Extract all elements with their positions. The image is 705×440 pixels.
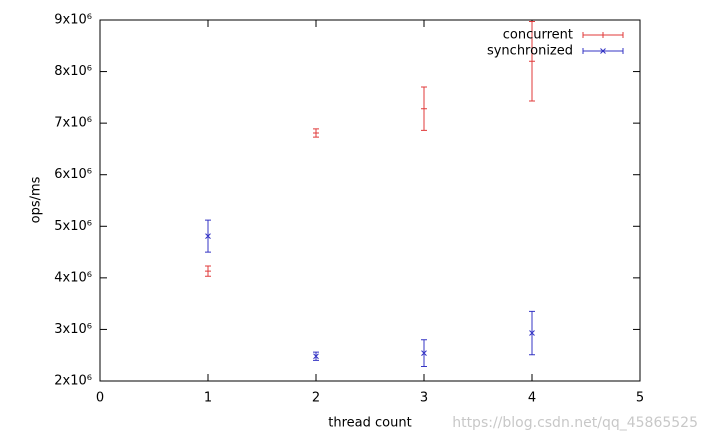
point-marker: [529, 58, 535, 65]
x-tick-label: 4: [528, 391, 536, 406]
y-axis-label: ops/ms: [29, 176, 44, 223]
x-tick-label: 1: [204, 391, 212, 406]
point-marker: [421, 350, 427, 357]
y-tick-label: 6x10⁶: [54, 167, 92, 182]
x-tick-label: 0: [96, 391, 104, 406]
error-bar: [313, 128, 319, 138]
watermark: https://blog.csdn.net/qq_45865525: [452, 415, 698, 431]
error-bar: [205, 219, 211, 253]
y-tick-label: 5x10⁶: [54, 219, 92, 234]
legend-sample: [582, 32, 624, 38]
y-tick-label: 8x10⁶: [54, 64, 92, 79]
point-marker: [421, 105, 427, 112]
point-marker: [529, 330, 535, 336]
y-tick-label: 3x10⁶: [54, 322, 92, 337]
legend-label: concurrent: [503, 28, 573, 43]
x-axis-label: thread count: [328, 416, 411, 431]
legend-label: synchronized: [487, 44, 573, 59]
x-tick-label: 2: [312, 391, 320, 406]
point-marker: [205, 268, 211, 275]
legend-sample: [582, 48, 624, 54]
error-bar: [529, 310, 535, 356]
error-bar: [421, 339, 427, 368]
x-tick-label: 5: [636, 391, 644, 406]
error-bar: [205, 265, 211, 277]
error-bar: [421, 86, 427, 131]
error-bar: [529, 21, 535, 102]
y-tick-label: 4x10⁶: [54, 270, 92, 285]
x-tick-label: 3: [420, 391, 428, 406]
error-bar: [313, 351, 319, 361]
point-marker: [313, 129, 319, 136]
y-tick-label: 9x10⁶: [54, 13, 92, 28]
plot-frame: [99, 19, 641, 382]
point-marker: [313, 353, 319, 360]
y-tick-label: 2x10⁶: [54, 374, 92, 389]
y-tick-label: 7x10⁶: [54, 116, 92, 131]
point-marker: [205, 233, 211, 239]
